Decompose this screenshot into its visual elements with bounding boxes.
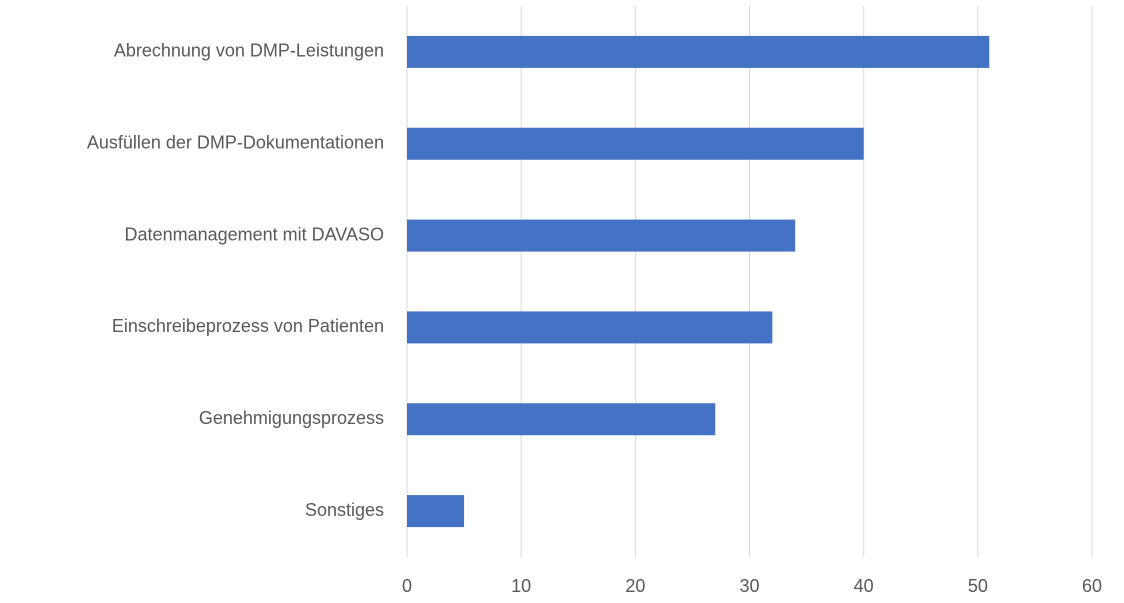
y-tick-label: Einschreibeprozess von Patienten xyxy=(112,316,384,336)
x-tick-label: 50 xyxy=(968,576,988,596)
bar xyxy=(407,219,796,252)
x-tick-label: 30 xyxy=(739,576,759,596)
x-tick-label: 20 xyxy=(625,576,645,596)
x-tick-label: 60 xyxy=(1082,576,1102,596)
y-tick-label: Sonstiges xyxy=(305,500,384,520)
bar xyxy=(407,311,773,344)
x-tick-label: 10 xyxy=(511,576,531,596)
y-tick-label: Abrechnung von DMP-Leistungen xyxy=(114,41,384,61)
bar xyxy=(407,495,465,528)
bar xyxy=(407,127,864,160)
y-tick-label: Genehmigungsprozess xyxy=(199,408,384,428)
x-tick-label: 40 xyxy=(854,576,874,596)
x-tick-label: 0 xyxy=(402,576,412,596)
y-tick-label: Ausfüllen der DMP-Dokumentationen xyxy=(87,133,384,153)
bar xyxy=(407,403,716,436)
y-tick-label: Datenmanagement mit DAVASO xyxy=(125,224,384,244)
bar xyxy=(407,35,990,68)
